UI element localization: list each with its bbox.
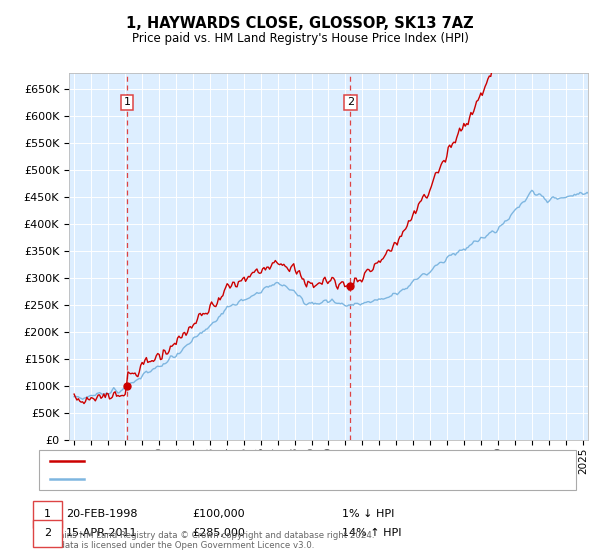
- Text: Price paid vs. HM Land Registry's House Price Index (HPI): Price paid vs. HM Land Registry's House …: [131, 32, 469, 45]
- Text: 15-APR-2011: 15-APR-2011: [66, 528, 137, 538]
- Text: £100,000: £100,000: [192, 509, 245, 519]
- Text: 1, HAYWARDS CLOSE, GLOSSOP, SK13 7AZ: 1, HAYWARDS CLOSE, GLOSSOP, SK13 7AZ: [126, 16, 474, 31]
- Text: HPI: Average price, detached house, High Peak: HPI: Average price, detached house, High…: [90, 474, 335, 484]
- Text: 1: 1: [44, 509, 51, 519]
- Text: 1, HAYWARDS CLOSE, GLOSSOP, SK13 7AZ (detached house): 1, HAYWARDS CLOSE, GLOSSOP, SK13 7AZ (de…: [90, 456, 408, 466]
- Text: 1% ↓ HPI: 1% ↓ HPI: [342, 509, 394, 519]
- Text: £285,000: £285,000: [192, 528, 245, 538]
- Text: Contains HM Land Registry data © Crown copyright and database right 2024.
This d: Contains HM Land Registry data © Crown c…: [39, 530, 374, 550]
- Text: 2: 2: [347, 97, 354, 108]
- Text: 2: 2: [44, 528, 51, 538]
- Text: 14% ↑ HPI: 14% ↑ HPI: [342, 528, 401, 538]
- Text: 20-FEB-1998: 20-FEB-1998: [66, 509, 137, 519]
- Text: 1: 1: [124, 97, 131, 108]
